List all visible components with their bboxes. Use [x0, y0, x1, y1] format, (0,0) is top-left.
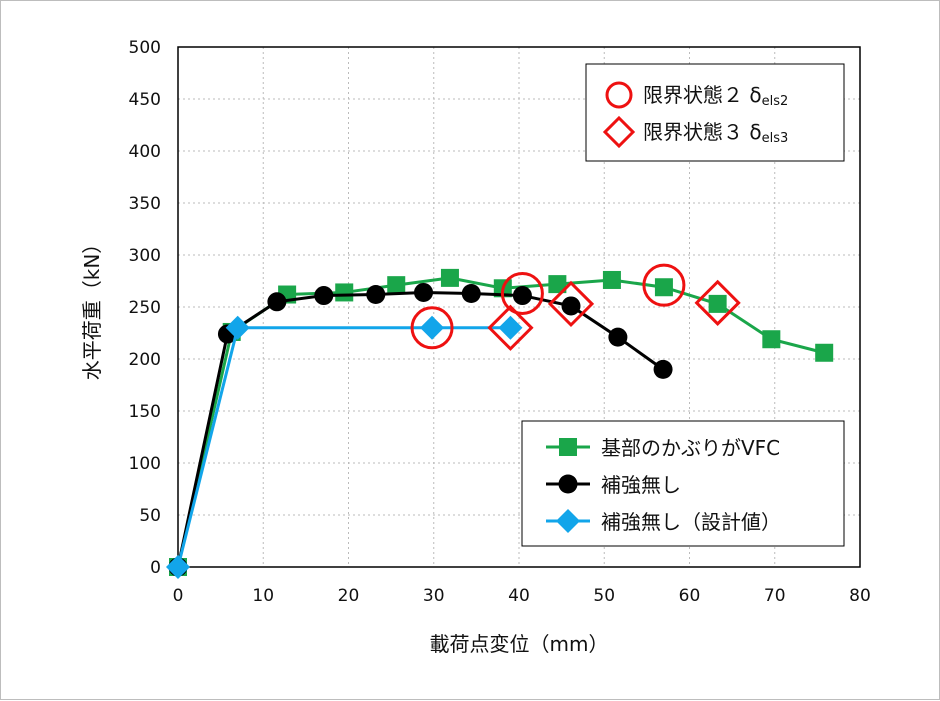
- x-tick-label: 10: [252, 586, 274, 606]
- data-point: [561, 296, 581, 316]
- x-tick-label: 0: [173, 586, 184, 606]
- y-tick-label: 300: [129, 246, 161, 266]
- limit-state-2-marker: [410, 306, 454, 350]
- legend-marker: [559, 438, 577, 456]
- data-point: [314, 286, 334, 306]
- x-tick-label: 70: [764, 586, 786, 606]
- y-tick-label: 350: [129, 194, 161, 214]
- limit-state-2-marker: [500, 271, 544, 315]
- x-tick-label: 80: [849, 586, 871, 606]
- x-tick-label: 30: [423, 586, 445, 606]
- series-line-2: [176, 326, 511, 568]
- x-axis-label: 載荷点変位（mm）: [430, 632, 609, 656]
- data-point: [654, 278, 673, 297]
- legend-diamond-icon: [602, 115, 636, 149]
- data-point: [815, 343, 834, 362]
- y-tick-label: 50: [139, 506, 161, 526]
- data-point: [225, 315, 250, 340]
- data-point: [653, 359, 673, 379]
- y-tick-label: 400: [129, 142, 161, 162]
- data-point: [461, 283, 481, 303]
- x-tick-label: 60: [679, 586, 701, 606]
- data-point: [512, 286, 532, 306]
- data-point: [608, 327, 628, 347]
- data-point: [440, 268, 459, 287]
- y-tick-label: 150: [129, 402, 161, 422]
- data-point: [267, 292, 287, 312]
- legend-marker: [558, 474, 578, 494]
- data-point: [498, 315, 523, 340]
- y-tick-label: 450: [129, 90, 161, 110]
- legend-label: 基部のかぶりがVFC: [601, 436, 780, 460]
- data-point: [414, 282, 434, 302]
- y-tick-label: 250: [129, 298, 161, 318]
- data-point: [366, 285, 386, 305]
- limit-state-2-marker: [642, 263, 686, 307]
- data-point: [420, 315, 445, 340]
- data-point: [166, 555, 190, 579]
- data-point: [387, 276, 406, 295]
- legend-label: 補強無し: [601, 473, 681, 497]
- data-point: [335, 283, 354, 302]
- x-tick-label: 20: [338, 586, 360, 606]
- legend-limit-label: 限界状態３ δels3: [643, 120, 788, 146]
- data-point: [762, 330, 781, 349]
- limit-state-3-marker: [694, 279, 741, 326]
- legend-limit-label: 限界状態２ δels2: [643, 83, 788, 109]
- data-point: [548, 275, 567, 294]
- legend-label: 補強無し（設計値）: [601, 510, 781, 534]
- legend-marker: [556, 509, 580, 533]
- legend-limit-states: [585, 63, 845, 162]
- limit-state-3-marker: [487, 304, 534, 351]
- data-point: [708, 294, 727, 313]
- x-tick-label: 40: [508, 586, 530, 606]
- x-tick-label: 50: [593, 586, 615, 606]
- data-point: [602, 270, 621, 289]
- y-tick-label: 200: [129, 350, 161, 370]
- legend-circle-icon: [605, 81, 633, 109]
- y-tick-label: 0: [150, 558, 161, 578]
- plot-frame: [177, 46, 861, 568]
- limit-state-3-marker: [547, 280, 595, 328]
- y-tick-label: 500: [129, 38, 161, 58]
- y-tick-label: 100: [129, 454, 161, 474]
- y-axis-label: 水平荷重（kN）: [80, 234, 104, 381]
